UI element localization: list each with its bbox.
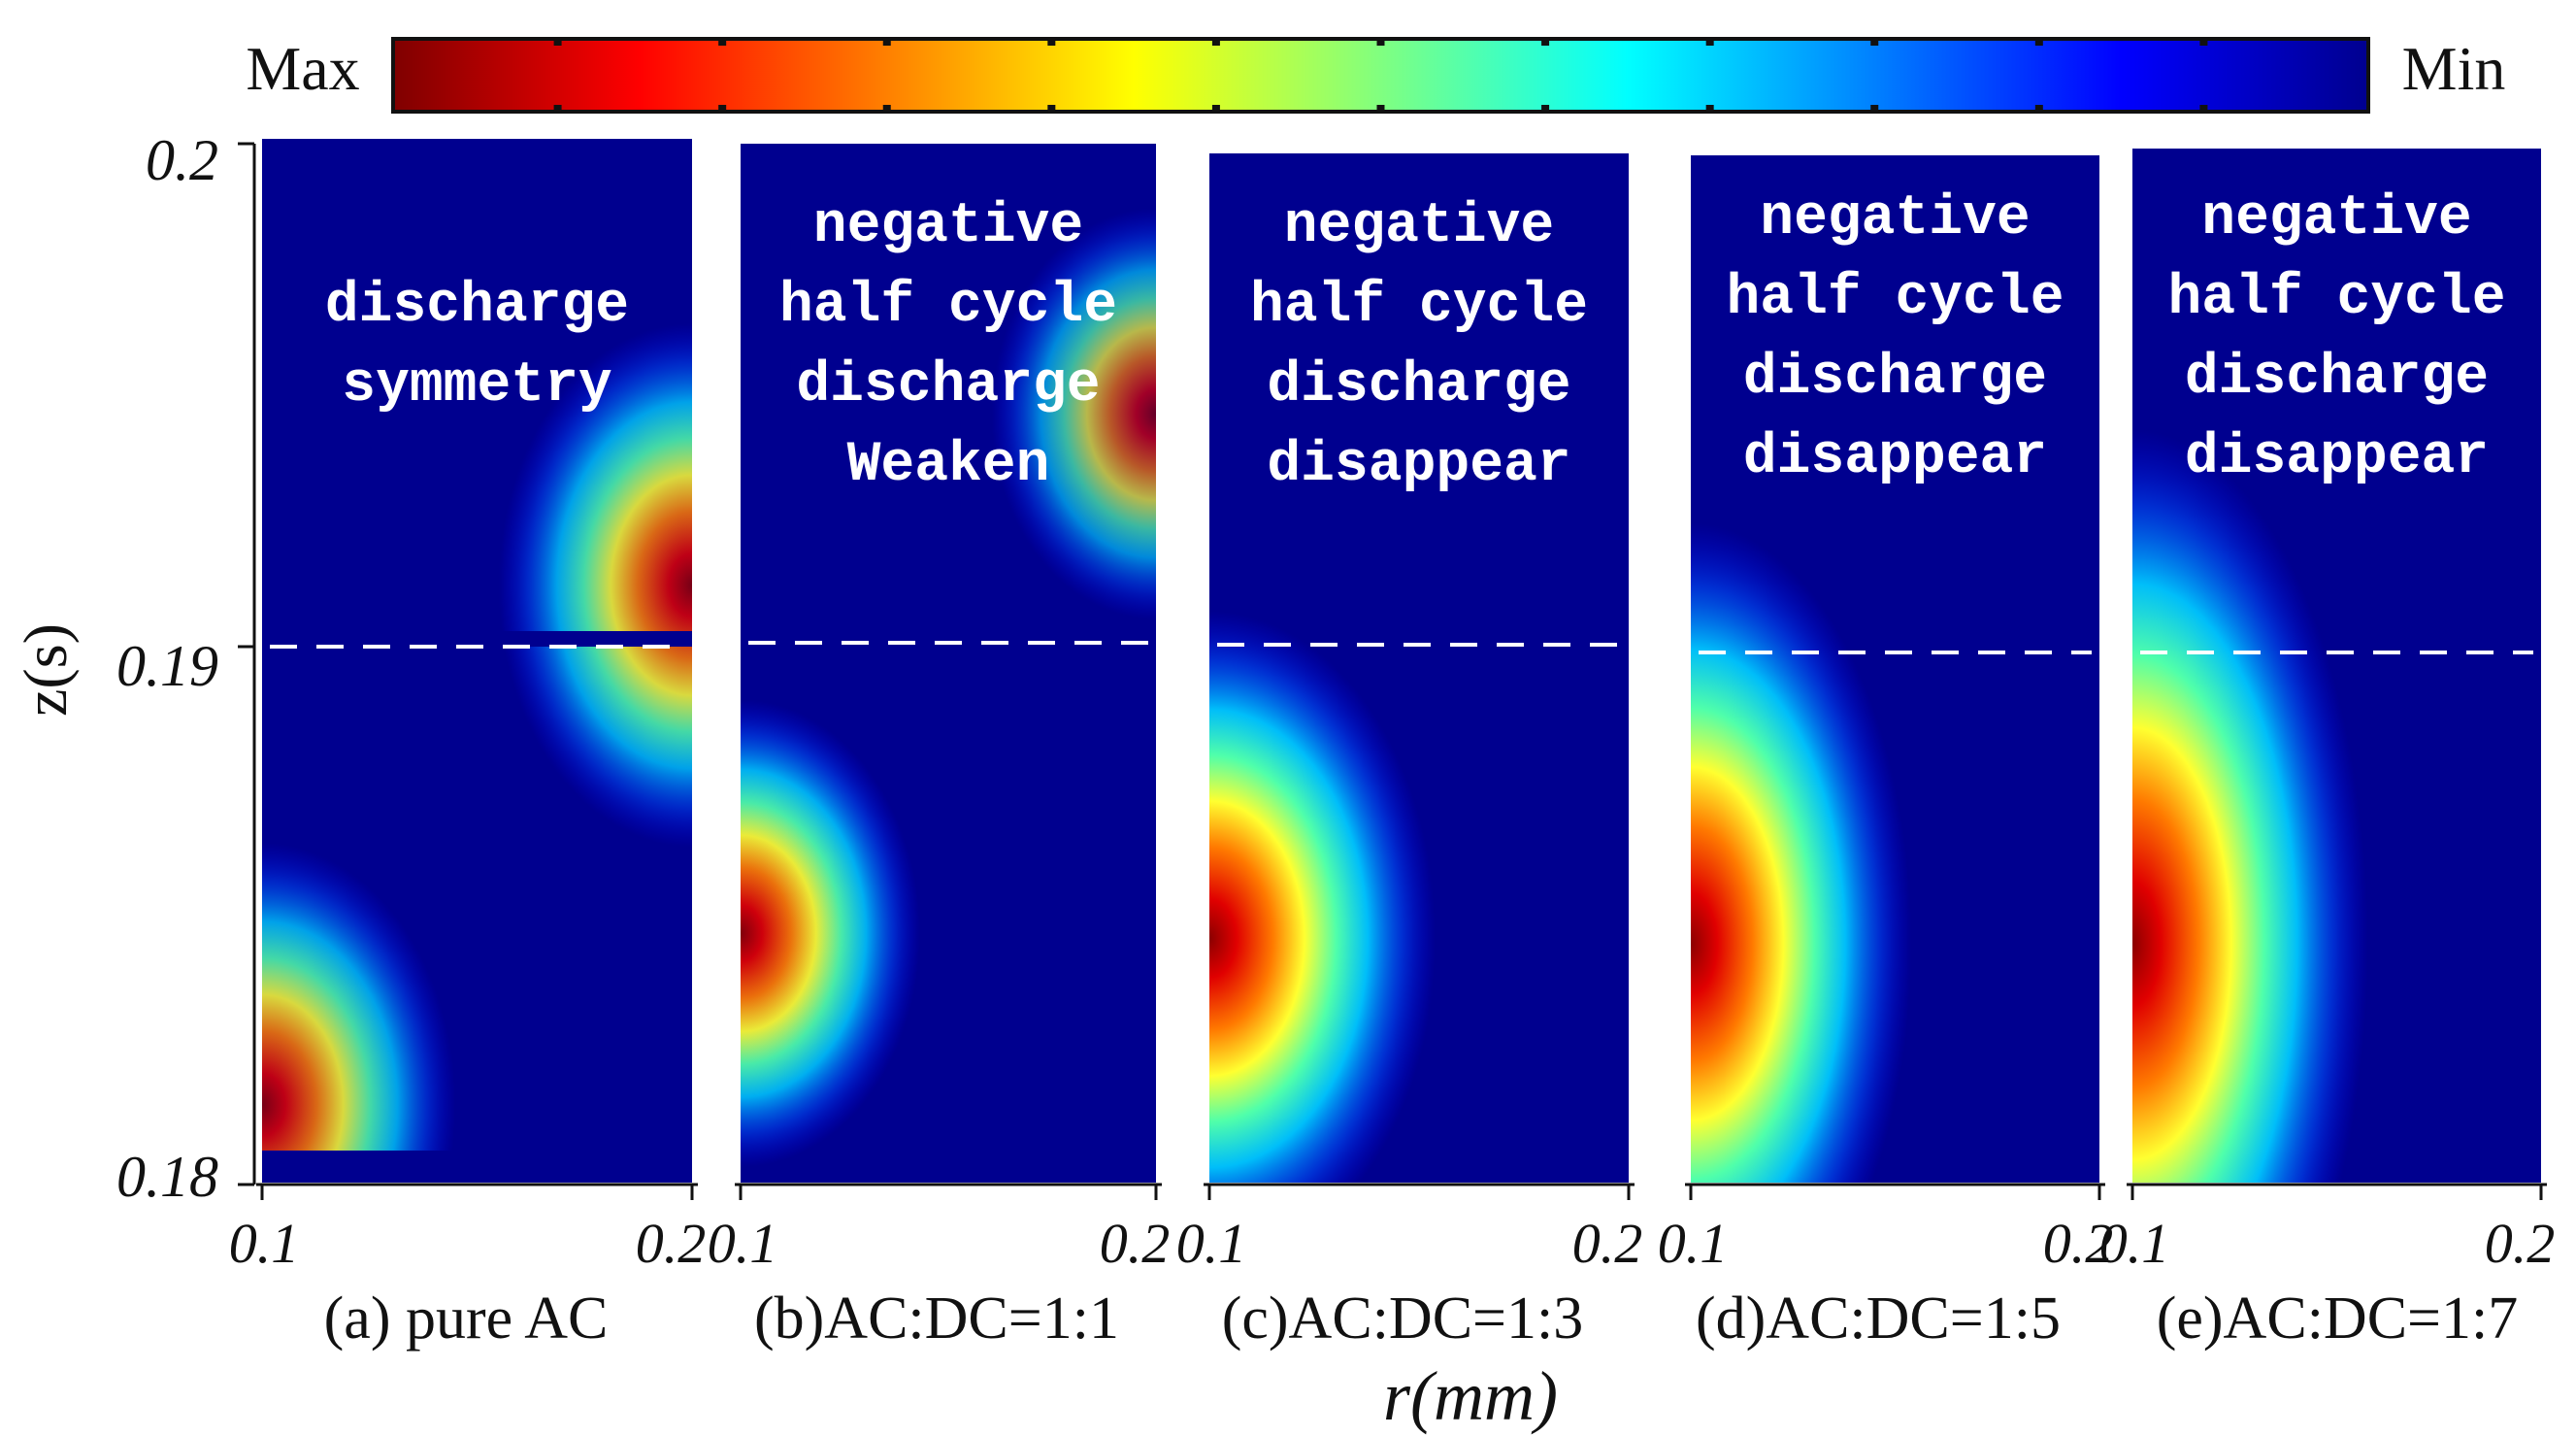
panel-e: negative half cycle discharge disappear 0.1 0… bbox=[2099, 149, 2556, 1352]
colorbar-tick bbox=[1376, 39, 1385, 46]
colorbar-tick bbox=[2199, 105, 2208, 112]
annotation-line: discharge bbox=[2185, 347, 2489, 410]
x-tick-label: 0.2 bbox=[2043, 1212, 2114, 1275]
y-tick-label: 0.2 bbox=[146, 128, 218, 192]
annotation-line: half cycle bbox=[1726, 267, 2064, 330]
discharge-hotspot bbox=[991, 208, 1156, 619]
annotation-line: disappear bbox=[1267, 434, 1570, 497]
panel-caption: (d)AC:DC=1:5 bbox=[1696, 1286, 2061, 1352]
annotation-line: symmetry bbox=[342, 354, 611, 417]
colorbar-tick bbox=[1541, 105, 1550, 112]
y-axis-title: z(s) bbox=[11, 623, 80, 717]
discharge-hotspot bbox=[1691, 522, 1912, 1183]
annotation-line: half cycle bbox=[2167, 267, 2505, 330]
x-tick-label: 0.1 bbox=[2099, 1212, 2170, 1275]
colorbar-tick bbox=[2199, 39, 2208, 46]
annotation-line: discharge bbox=[325, 275, 629, 338]
panel-caption: (e)AC:DC=1:7 bbox=[2157, 1286, 2518, 1352]
colorbar-tick bbox=[1047, 39, 1056, 46]
heatmap-background bbox=[262, 1151, 692, 1183]
panel-b: negative half cycle discharge Weaken 0.1 0.2 (… bbox=[708, 144, 1171, 1352]
colorbar: Max Min bbox=[246, 34, 2506, 114]
x-tick-label: 0.1 bbox=[708, 1212, 778, 1275]
y-tick-label: 0.19 bbox=[116, 634, 218, 698]
annotation-line: discharge bbox=[1267, 354, 1570, 417]
colorbar-ticks bbox=[553, 39, 2208, 112]
annotation-line: Weaken bbox=[847, 434, 1050, 497]
annotation-line: discharge bbox=[796, 354, 1100, 417]
x-tick-label: 0.1 bbox=[1658, 1212, 1729, 1275]
x-tick-label: 0.2 bbox=[2485, 1212, 2556, 1275]
panel-d: negative half cycle discharge disappear 0.1 0… bbox=[1658, 155, 2114, 1352]
y-axis: 0.2 0.19 0.18 z(s) bbox=[11, 128, 256, 1209]
colorbar-tick bbox=[1705, 39, 1714, 46]
colorbar-tick bbox=[2034, 105, 2043, 112]
discharge-hotspot bbox=[1209, 611, 1437, 1183]
colorbar-tick bbox=[1211, 105, 1220, 112]
panel-caption: (b)AC:DC=1:1 bbox=[754, 1286, 1119, 1352]
colorbar-tick bbox=[718, 105, 727, 112]
colorbar-tick bbox=[1376, 105, 1385, 112]
discharge-hotspot bbox=[262, 843, 456, 1183]
colorbar-tick bbox=[553, 39, 562, 46]
colorbar-max-label: Max bbox=[246, 34, 359, 103]
colorbar-tick bbox=[1211, 39, 1220, 46]
panel-a: discharge symmetry 0.1 0.2 (a) pure AC bbox=[229, 139, 707, 1352]
annotation-line: negative bbox=[813, 195, 1083, 258]
panel-c: negative half cycle discharge disappear 0.1 0… bbox=[1176, 153, 1643, 1352]
colorbar-tick bbox=[1870, 39, 1879, 46]
colorbar-tick bbox=[1541, 39, 1550, 46]
y-tick-label: 0.18 bbox=[116, 1145, 218, 1209]
colorbar-gradient bbox=[391, 37, 2370, 114]
annotation-line: negative bbox=[1284, 195, 1554, 258]
colorbar-tick bbox=[882, 105, 891, 112]
panel-caption: (c)AC:DC=1:3 bbox=[1222, 1286, 1583, 1352]
annotation-line: discharge bbox=[1743, 347, 2047, 410]
x-tick-label: 0.1 bbox=[229, 1212, 300, 1275]
panel-caption: (a) pure AC bbox=[324, 1286, 609, 1352]
colorbar-tick bbox=[1870, 105, 1879, 112]
x-tick-label: 0.2 bbox=[1100, 1212, 1171, 1275]
colorbar-tick bbox=[2034, 39, 2043, 46]
annotation-line: negative bbox=[1760, 187, 2030, 250]
annotation-line: negative bbox=[2201, 187, 2471, 250]
colorbar-tick bbox=[718, 39, 727, 46]
colorbar-tick bbox=[1047, 105, 1056, 112]
x-tick-label: 0.2 bbox=[636, 1212, 707, 1275]
annotation-line: half cycle bbox=[779, 275, 1117, 338]
colorbar-tick bbox=[882, 39, 891, 46]
annotation-line: disappear bbox=[1743, 426, 2047, 489]
heatmap-background bbox=[262, 631, 692, 647]
colorbar-min-label: Min bbox=[2402, 34, 2506, 103]
x-axis-title: r(mm) bbox=[1383, 1357, 1558, 1435]
discharge-hotspot bbox=[498, 323, 692, 848]
colorbar-tick bbox=[553, 105, 562, 112]
discharge-hotspot bbox=[2132, 429, 2368, 1183]
discharge-hotspot bbox=[741, 699, 920, 1167]
x-tick-label: 0.2 bbox=[1572, 1212, 1643, 1275]
annotation-line: disappear bbox=[2185, 426, 2489, 489]
x-tick-label: 0.1 bbox=[1176, 1212, 1247, 1275]
colorbar-tick bbox=[1705, 105, 1714, 112]
annotation-line: half cycle bbox=[1250, 275, 1588, 338]
